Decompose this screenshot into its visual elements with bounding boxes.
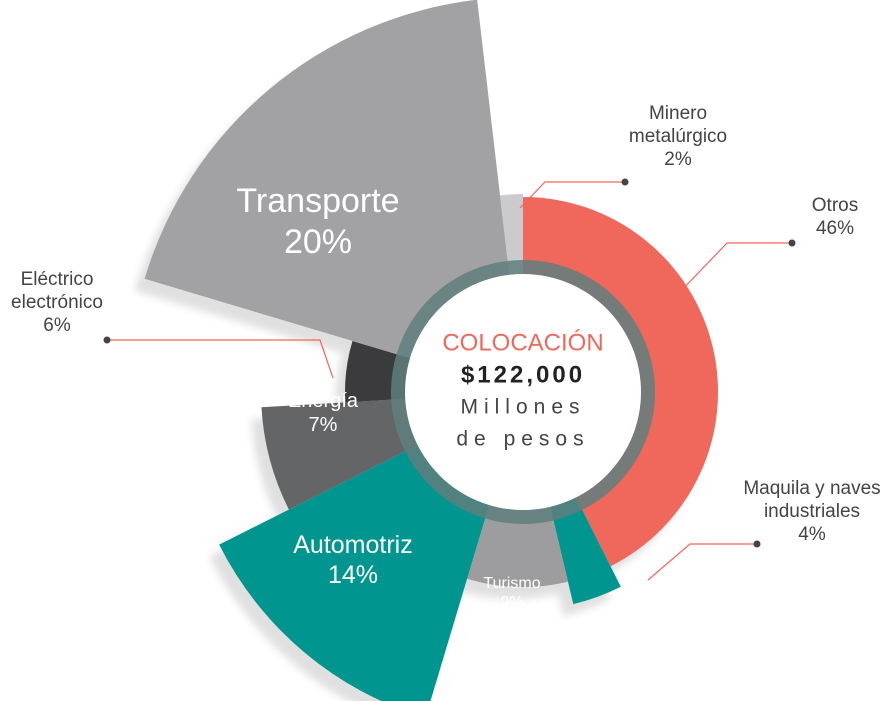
center-unit: Millones de pesos [456,395,590,451]
segment-label: Minero metalúrgico 2% [618,103,738,171]
value-label: 2% [664,148,692,170]
leader-line [647,543,757,581]
value-label: 6% [43,314,71,336]
center-title: COLOCACIÓN [442,329,604,357]
segment-label: Otros 46% [795,195,875,241]
segment-label: Transporte 20% [218,181,418,263]
leader-dot [753,540,761,548]
category-label: Energía [287,390,359,412]
segment-label: Automotriz 14% [278,530,428,590]
segment-label: Maquila y naves industriales 4% [727,478,892,546]
leader-dot [788,239,796,247]
value-label: 20% [283,223,353,261]
leader-line [107,339,334,379]
value-label: 4% [798,523,826,545]
value-label: 9% [500,594,524,611]
center-label: COLOCACIÓN $122,000 Millones de pesos [428,330,618,455]
leader-dot [621,178,629,186]
center-ring [391,260,655,524]
leader-dot [103,336,111,344]
category-label: Transporte [236,182,400,221]
segment-label: Turismo 9% [467,574,557,612]
category-label: Automotriz [293,531,413,559]
center-disc [405,274,641,510]
value-label: 7% [308,414,338,436]
category-label: Turismo [483,574,541,592]
value-label: 46% [815,218,855,239]
category-label: Maquila y naves industriales [743,477,881,522]
leader-line [654,242,792,319]
segment-label: Energía 7% [278,389,368,437]
category-label: Eléctrico electrónico [11,268,103,313]
center-value: $122,000 [460,361,586,389]
segment-label: Eléctrico electrónico 6% [0,269,117,337]
category-label: Minero metalúrgico [628,102,728,147]
value-label: 14% [327,561,379,589]
wedge [144,0,523,392]
category-label: Otros [811,195,859,217]
leader-line [519,181,625,209]
